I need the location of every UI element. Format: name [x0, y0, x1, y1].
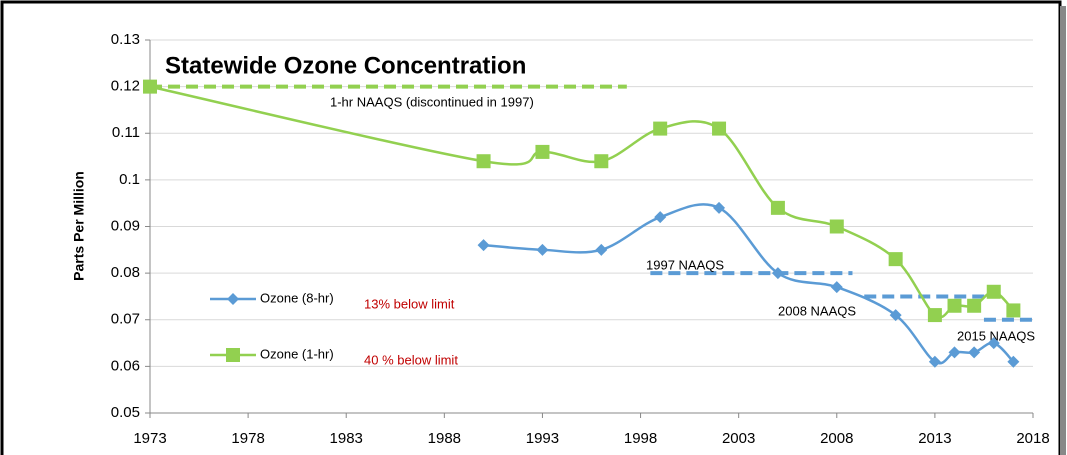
y-tick-label: 0.09	[111, 217, 140, 234]
x-tick-label: 1993	[526, 430, 559, 447]
reference-label: 1997 NAAQS	[646, 257, 724, 272]
data-point	[771, 267, 784, 280]
data-point	[948, 346, 961, 359]
data-point	[477, 239, 490, 252]
frame-shadow	[1060, 6, 1066, 455]
x-tick-label: 2003	[722, 430, 755, 447]
y-tick-label: 0.07	[111, 311, 140, 328]
y-tick-label: 0.12	[111, 78, 140, 95]
data-point	[713, 201, 726, 214]
data-point	[1007, 355, 1020, 368]
reference-label: 1-hr NAAQS (discontinued in 1997)	[330, 94, 534, 109]
y-tick-label: 0.13	[111, 31, 140, 48]
data-point	[829, 219, 844, 234]
reference-label: 2015 NAAQS	[957, 328, 1035, 343]
data-point	[986, 284, 1001, 299]
legend-marker	[226, 348, 240, 362]
x-tick-label: 2008	[820, 430, 853, 447]
data-point	[594, 154, 609, 169]
x-tick-label: 1983	[330, 430, 363, 447]
x-tick-label: 1973	[133, 430, 166, 447]
series-line	[149, 85, 1015, 319]
data-point	[967, 298, 982, 313]
reference-label: 2008 NAAQS	[778, 303, 856, 318]
y-tick-label: 0.05	[111, 404, 140, 421]
data-point	[947, 298, 962, 313]
y-tick-label: 0.1	[119, 171, 140, 188]
legend-note: 40 % below limit	[364, 352, 458, 367]
data-point	[968, 346, 981, 359]
data-point	[1006, 303, 1021, 318]
data-point	[654, 211, 667, 224]
data-point	[927, 308, 942, 323]
data-point	[143, 79, 157, 94]
data-point	[536, 243, 549, 256]
x-tick-label: 1988	[428, 430, 461, 447]
data-point	[987, 337, 1000, 350]
y-tick-label: 0.06	[111, 357, 140, 374]
x-tick-label: 1998	[624, 430, 657, 447]
data-point	[653, 121, 668, 136]
chart-title: Statewide Ozone Concentration	[165, 52, 526, 79]
x-tick-label: 2013	[918, 430, 951, 447]
data-point	[770, 200, 785, 215]
data-point	[928, 355, 941, 368]
data-point	[476, 154, 491, 169]
data-point	[889, 309, 902, 322]
data-point	[830, 281, 843, 294]
y-axis-label: Parts Per Million	[71, 171, 87, 281]
x-tick-label: 2018	[1016, 430, 1049, 447]
legend-marker	[227, 293, 239, 305]
data-point	[888, 252, 903, 267]
data-point	[712, 121, 727, 136]
y-tick-label: 0.08	[111, 264, 140, 281]
data-point	[595, 243, 608, 256]
legend-label: Ozone (8-hr)	[260, 290, 334, 305]
y-tick-label: 0.11	[112, 124, 140, 141]
legend-label: Ozone (1-hr)	[260, 346, 334, 361]
legend-note: 13% below limit	[364, 296, 455, 311]
data-point	[535, 144, 550, 159]
x-tick-label: 1978	[231, 430, 264, 447]
